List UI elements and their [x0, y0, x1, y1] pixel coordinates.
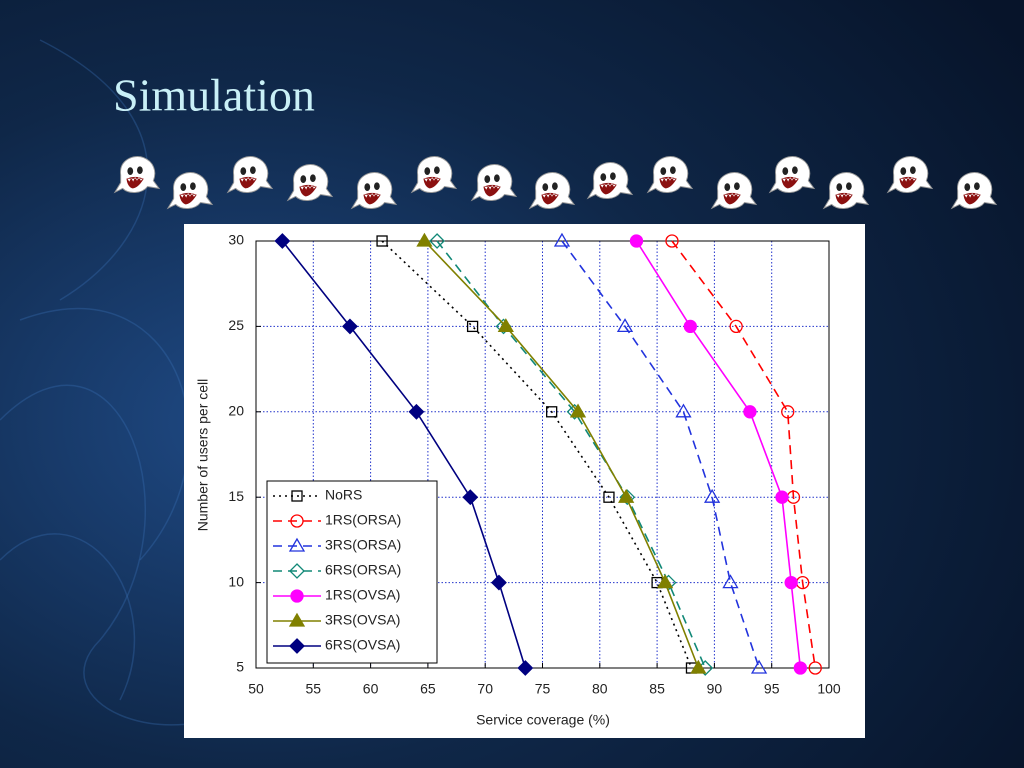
marker — [288, 537, 306, 552]
slide-title: Simulation — [113, 70, 315, 121]
x-tick-label: 65 — [420, 681, 436, 697]
y-tick-label: 15 — [228, 488, 244, 504]
marker — [703, 488, 721, 503]
legend-label: 1RS(OVSA) — [325, 587, 400, 603]
marker — [775, 490, 789, 504]
marker — [274, 233, 291, 249]
legend-label: 3RS(ORSA) — [325, 537, 401, 553]
series-line — [423, 240, 700, 669]
marker — [466, 320, 479, 333]
marker — [619, 489, 636, 506]
chart: Service coverage (%) Number of users per… — [195, 232, 841, 728]
legend-label: 1RS(ORSA) — [325, 512, 401, 528]
plot-frame — [255, 240, 830, 669]
marker — [603, 491, 615, 503]
marker — [553, 232, 571, 247]
marker — [683, 319, 697, 334]
marker — [342, 318, 358, 335]
marker — [618, 488, 635, 503]
x-tick-label: 50 — [248, 681, 264, 697]
marker — [722, 574, 739, 589]
x-tick-label: 90 — [707, 681, 723, 697]
marker — [462, 489, 479, 506]
marker — [665, 234, 679, 248]
legend-label: 6RS(ORSA) — [325, 562, 401, 578]
y-tick-label: 5 — [236, 659, 244, 675]
marker — [781, 405, 795, 419]
marker — [288, 612, 306, 627]
marker — [429, 233, 445, 249]
marker — [656, 574, 674, 589]
y-tick-label: 25 — [228, 317, 244, 333]
x-tick-label: 85 — [649, 681, 665, 697]
marker — [729, 319, 743, 334]
marker — [491, 574, 507, 591]
marker — [291, 490, 303, 502]
marker — [743, 405, 757, 419]
marker — [289, 563, 305, 579]
legend-box — [266, 480, 438, 664]
series-line — [635, 240, 802, 669]
marker — [569, 403, 587, 418]
marker — [675, 403, 692, 418]
y-tick-label: 20 — [228, 403, 244, 419]
x-tick-label: 80 — [592, 681, 608, 697]
y-tick-label: 30 — [228, 232, 244, 248]
x-tick-label: 55 — [306, 681, 322, 697]
marker — [376, 235, 388, 247]
x-tick-label: 100 — [817, 681, 841, 697]
marker — [616, 318, 634, 333]
legend-label: 6RS(OVSA) — [325, 637, 400, 653]
x-tick-label: 75 — [535, 681, 551, 697]
marker — [289, 638, 305, 654]
marker — [690, 659, 707, 674]
marker — [408, 403, 425, 420]
x-tick-label: 60 — [363, 681, 379, 697]
legend-label: 3RS(OVSA) — [325, 612, 400, 628]
series-line — [671, 240, 817, 669]
marker — [546, 406, 558, 418]
x-axis-label: Service coverage (%) — [476, 712, 610, 728]
x-tick-label: 70 — [477, 681, 493, 697]
marker — [629, 234, 644, 248]
legend-label: NoRS — [325, 487, 362, 503]
marker — [808, 661, 822, 675]
marker — [497, 318, 514, 333]
x-tick-label: 95 — [764, 681, 780, 697]
marker — [416, 232, 433, 247]
marker — [517, 660, 534, 676]
y-axis-label: Number of users per cell — [195, 379, 211, 532]
marker — [793, 661, 807, 675]
marker — [750, 659, 768, 674]
marker — [290, 514, 304, 528]
marker — [784, 575, 798, 590]
series-line — [281, 240, 527, 669]
marker — [290, 589, 304, 603]
series-line — [381, 240, 693, 669]
y-tick-label: 10 — [228, 573, 244, 589]
